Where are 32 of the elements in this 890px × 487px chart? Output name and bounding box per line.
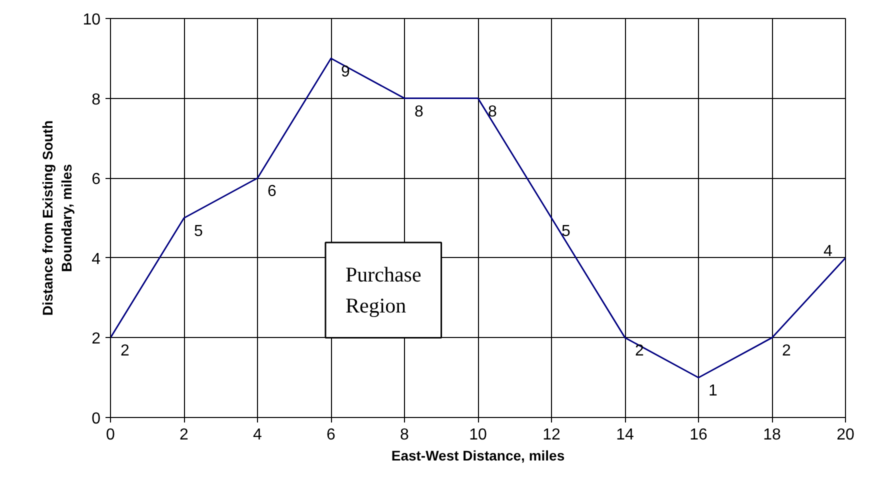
data-label: 8 <box>488 103 497 120</box>
x-tick-label: 2 <box>180 426 189 444</box>
data-label: 2 <box>120 342 130 360</box>
data-label: 9 <box>341 63 350 80</box>
x-tick-label: 4 <box>253 426 262 444</box>
x-tick-label: 6 <box>326 426 336 444</box>
x-tick-label: 8 <box>400 426 410 444</box>
x-axis-title: East-West Distance, miles <box>391 448 565 464</box>
line-series <box>110 58 846 378</box>
data-label: 2 <box>635 342 644 360</box>
data-label: 2 <box>782 342 791 360</box>
data-label: 6 <box>268 183 276 200</box>
y-tick-label: 2 <box>92 330 101 348</box>
x-tick-label: 18 <box>763 426 781 444</box>
x-tick-label: 20 <box>836 426 854 444</box>
data-label: 4 <box>824 242 832 260</box>
data-label: 5 <box>562 223 570 240</box>
data-label: 8 <box>414 103 424 120</box>
x-tick-label: 0 <box>106 426 116 444</box>
x-tick-label: 12 <box>542 426 560 444</box>
y-axis-title: Distance from Existing South Boundary, miles <box>40 120 75 316</box>
x-tick-label: 10 <box>469 426 487 444</box>
annotation: Purchase Region <box>345 262 422 318</box>
y-tick-label: 8 <box>92 91 101 108</box>
y-tick-label: 4 <box>92 250 101 268</box>
x-tick-label: 14 <box>616 426 634 444</box>
y-tick-label: 6 <box>92 171 101 188</box>
y-tick-label: 0 <box>92 410 101 428</box>
x-tick-label: 16 <box>690 426 708 444</box>
data-label: 1 <box>708 382 718 400</box>
data-label: 5 <box>194 223 203 240</box>
y-tick-label: 10 <box>82 12 101 28</box>
